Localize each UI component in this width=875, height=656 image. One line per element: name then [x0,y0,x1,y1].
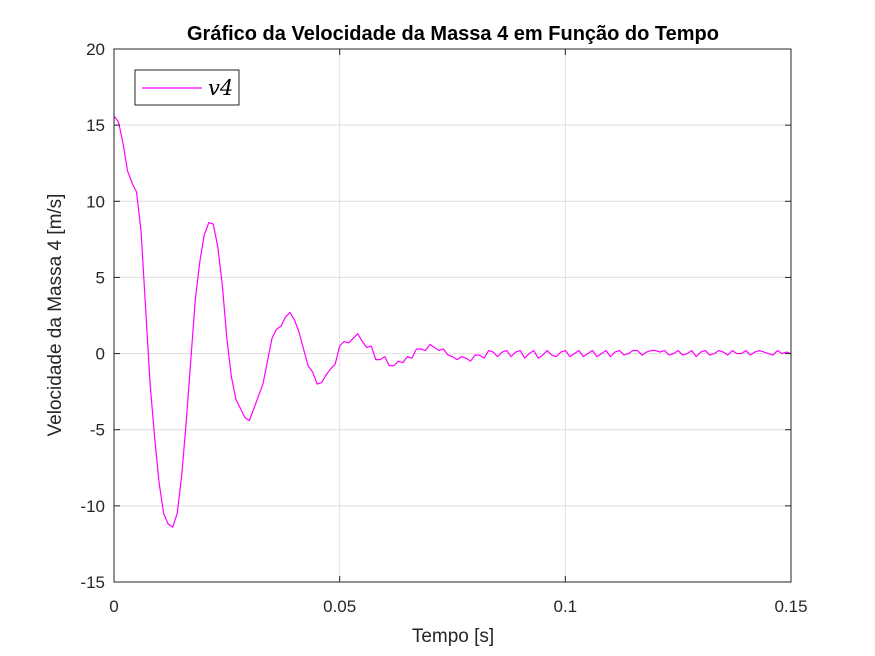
y-tick-label: 0 [96,345,105,364]
y-tick-label: 20 [86,40,105,59]
y-tick-label: -5 [90,421,105,440]
chart-title: Gráfico da Velocidade da Massa 4 em Funç… [187,23,719,45]
legend: v4 [134,69,240,106]
plot-frame [113,48,792,583]
y-axis-label: Velocidade da Massa 4 [m/s] [45,194,66,437]
x-axis-label: Tempo [s] [412,626,494,647]
x-tick-label: 0.05 [323,597,356,616]
legend-label: v4 [208,76,233,100]
x-tick-label: 0.1 [554,597,578,616]
y-tick-label: -15 [80,573,105,592]
series-layer [113,115,792,528]
x-tick-label: 0 [109,597,118,616]
grid [113,48,792,583]
ticks [113,48,792,583]
x-tick-labels: 0 0.05 0.1 0.15 [109,597,807,616]
y-tick-label: 5 [96,268,105,287]
y-tick-labels: -15 -10 -5 0 5 10 15 20 [80,40,105,592]
x-tick-label: 0.15 [774,597,807,616]
y-tick-label: 15 [86,116,105,135]
y-tick-label: -10 [80,497,105,516]
y-tick-label: 10 [86,192,105,211]
plot-area [114,49,791,582]
series-line-v4 [113,115,792,528]
